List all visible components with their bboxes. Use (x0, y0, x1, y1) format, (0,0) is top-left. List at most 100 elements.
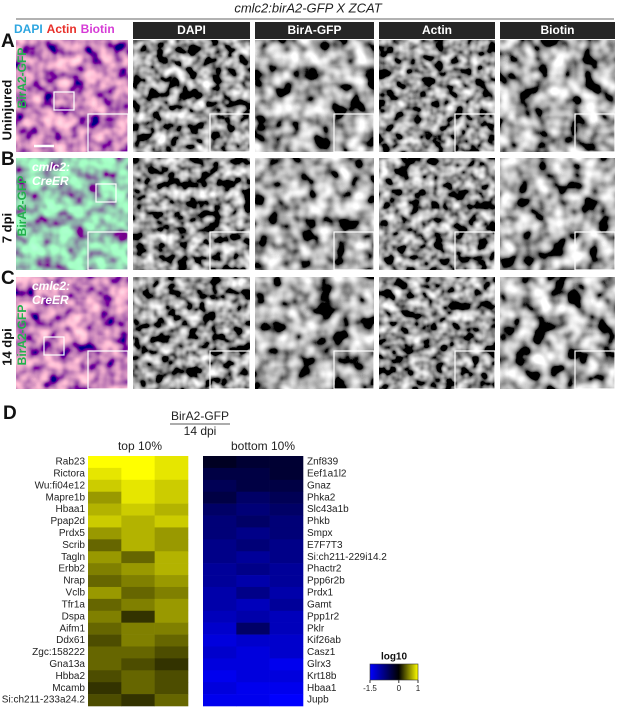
heatmap-cell (121, 610, 155, 623)
row-label: 7 dpi (0, 213, 14, 243)
heatmap-cell (203, 551, 237, 564)
gene-label: Krt18b (307, 671, 337, 682)
micrograph (500, 277, 615, 389)
panel-name: bottom 10% (231, 439, 295, 453)
gene-label: E7F7T3 (307, 540, 343, 551)
heatmap-cell (88, 682, 122, 695)
heatmap-cell (203, 563, 237, 576)
gene-label: Aifm1 (59, 623, 85, 634)
inset (333, 350, 375, 390)
genotype-label: BirA2-GFP (15, 176, 29, 237)
panel-label: A (1, 31, 15, 52)
heatmap-cell (269, 491, 304, 504)
heatmap-cell (88, 670, 122, 683)
heatmap-cell (269, 515, 304, 528)
micrograph (133, 277, 250, 389)
heatmap-cell (236, 694, 270, 707)
heatmap-cell (236, 586, 270, 600)
heatmap-cell (154, 646, 189, 659)
gene-label: Vclb (66, 588, 86, 599)
heatmap-cell (121, 491, 155, 504)
heatmap-cell (121, 575, 155, 588)
heatmap-cell (203, 479, 237, 493)
heatmap-cell (269, 598, 304, 612)
heatmap-cell (269, 694, 304, 707)
heatmap-cell (121, 479, 155, 493)
roi-box (95, 183, 117, 203)
gene-label: Hbba2 (56, 671, 86, 682)
heatmap-cell (88, 634, 122, 647)
row-label: Uninjured (0, 80, 14, 141)
heatmap-cell (88, 491, 122, 504)
heatmap-cell (154, 467, 189, 481)
inset (209, 350, 251, 390)
colorbar-tick-label: 0 (397, 684, 402, 693)
inset (87, 231, 129, 271)
gene-label: Jupb (307, 695, 329, 706)
heatmap-cell (154, 658, 189, 671)
heatmap-cell (121, 467, 155, 481)
heatmap-cell (88, 503, 122, 516)
roi-box (53, 91, 75, 111)
heatmap-cell (154, 610, 189, 623)
gene-label: Si:ch211-229i14.2 (307, 552, 387, 563)
heatmap-title: BirA2-GFP (171, 409, 229, 423)
heatmap-cell (88, 563, 122, 576)
heatmap-cell (236, 467, 270, 481)
gene-label: Phkb (307, 516, 330, 527)
heatmap-cell (236, 539, 270, 552)
heatmap-cell (121, 598, 155, 612)
merge-header-item: Actin (47, 22, 77, 36)
heatmap-cell (88, 575, 122, 588)
heatmap-cell (236, 515, 270, 528)
gene-label: Ppp6r2b (307, 576, 345, 587)
heatmap-cell (236, 634, 270, 647)
heatmap-cell (88, 467, 122, 481)
heatmap-cell (203, 503, 237, 516)
heatmap-cell (236, 682, 270, 695)
inset (209, 231, 251, 271)
gene-label: Dspa (62, 611, 86, 622)
heatmap-cell (269, 467, 304, 481)
gene-label: Scrib (62, 540, 85, 551)
heatmap-cell (236, 598, 270, 612)
gene-label: Slc43a1b (307, 504, 349, 515)
gene-label: Znf839 (307, 457, 339, 468)
micrograph (379, 158, 495, 270)
heatmap-cell (269, 527, 304, 540)
heatmap-cell (203, 646, 237, 659)
heatmap-cell (154, 491, 189, 504)
gene-label: Phka2 (307, 492, 336, 503)
inset (454, 231, 496, 271)
heatmap-cell (203, 491, 237, 504)
gene-label: Wu:fi04e12 (35, 480, 86, 491)
heatmap-cell (154, 539, 189, 552)
gene-label: Si:ch211-233a24.2 (2, 695, 86, 706)
inset (333, 113, 375, 153)
heatmap-cell (203, 456, 237, 469)
heatmap-cell (269, 539, 304, 552)
heatmap-cell (269, 575, 304, 588)
gene-label: Kif26ab (307, 635, 341, 646)
heatmap-cell (203, 527, 237, 540)
column-header: DAPI (177, 23, 206, 37)
gene-label: Mapre1b (46, 492, 86, 503)
inset (574, 350, 616, 390)
inset (454, 113, 496, 153)
heatmap-cell (121, 670, 155, 683)
merge-header-item: Biotin (81, 22, 115, 36)
heatmap-cell (88, 479, 122, 493)
heatmap-cell (203, 694, 237, 707)
heatmap-cell (236, 646, 270, 659)
heatmap-cell (236, 527, 270, 540)
heatmap-cell (269, 551, 304, 564)
heatmap-cell (154, 527, 189, 540)
heatmap-cell (203, 658, 237, 671)
row-label: 14 dpi (0, 328, 14, 366)
gene-label: Prdx1 (307, 588, 334, 599)
gene-label: Gamt (307, 599, 332, 610)
gene-label: Gnaz (307, 480, 331, 491)
heatmap-cell (154, 551, 189, 564)
micrograph (133, 158, 250, 270)
